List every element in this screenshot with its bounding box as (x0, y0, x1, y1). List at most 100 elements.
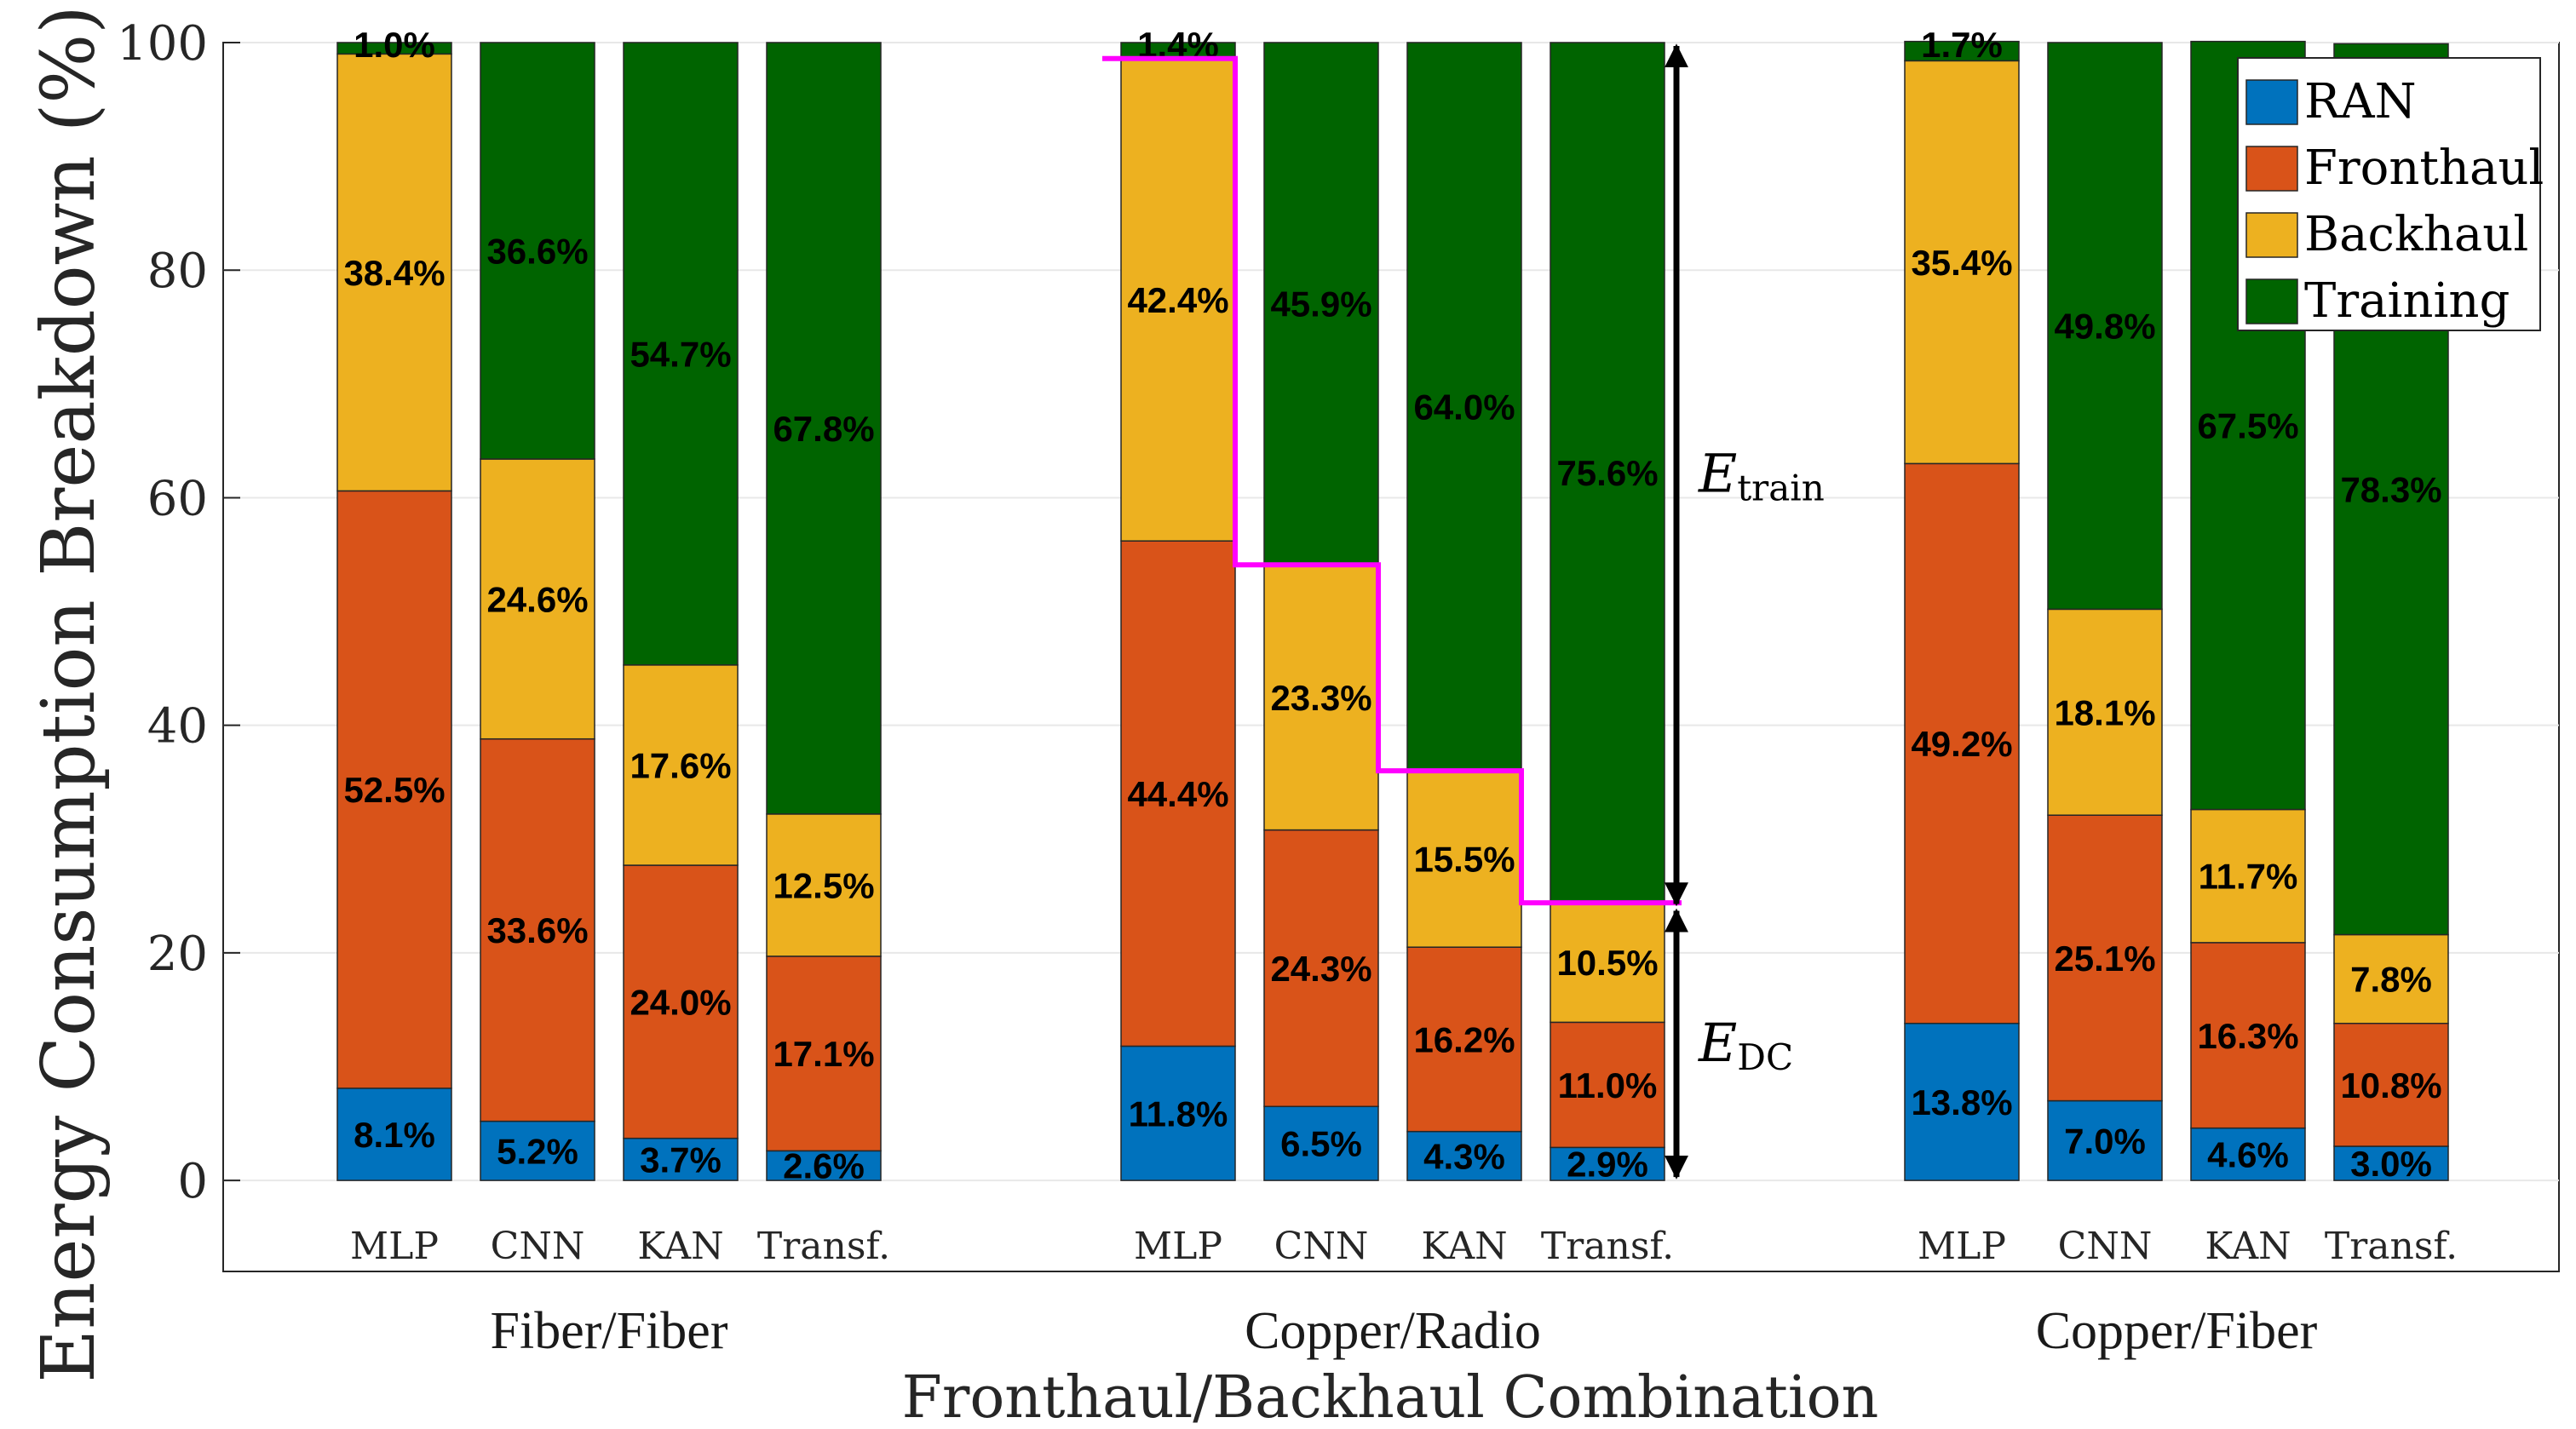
bar-segment-ran (2190, 1127, 2306, 1181)
bar-segment-ran (480, 1120, 595, 1181)
data-label-backhaul: 18.1% (2054, 692, 2155, 732)
bar-segment-backhaul (623, 664, 739, 866)
data-label-backhaul: 7.8% (2350, 960, 2432, 1000)
y-tick-label-60: 60 (147, 471, 208, 526)
bar-segment-fronthaul (480, 737, 595, 1122)
data-label-ran: 2.9% (1567, 1145, 1648, 1185)
y-tick-label-20: 20 (147, 927, 208, 982)
data-label-fronthaul: 33.6% (486, 910, 588, 950)
data-label-ran: 2.6% (783, 1146, 865, 1186)
bar-segment-ran (2047, 1099, 2163, 1181)
legend-swatch-backhaul (2245, 212, 2298, 258)
x-tick-label-model: KAN (2205, 1225, 2291, 1268)
y-tick-label-80: 80 (147, 244, 208, 299)
x-tick-label-model: MLP (1134, 1225, 1222, 1268)
x-tick-label-model: CNN (1274, 1225, 1369, 1268)
data-label-backhaul: 17.6% (630, 745, 731, 785)
bar-segment-ran (1263, 1105, 1379, 1181)
bar-fiber-fiber-mlp: 8.1% 52.5% 38.4% 1.0% (336, 25, 452, 1181)
annotation-label-train: Etrain (1698, 443, 1825, 509)
data-label-ran: 4.3% (1423, 1136, 1505, 1176)
edc-step-line (1102, 55, 1682, 906)
x-tick-label-model: Transf. (2325, 1225, 2458, 1268)
data-label-fronthaul: 24.0% (630, 982, 731, 1022)
y-axis-ticks: 0 20 40 60 80 100 (117, 16, 240, 1209)
y-tick-label-40: 40 (147, 699, 208, 755)
bar-copper-fiber-cnn: 7.0% 25.1% 18.1% 49.8% (2047, 42, 2163, 1181)
bar-segment-backhaul (1120, 57, 1236, 542)
bar-segment-ran (1904, 1022, 2020, 1181)
bar-segment-ran (1550, 1146, 1665, 1181)
annotation-subscript: DC (1737, 1036, 1793, 1078)
y-tick-label-0: 0 (177, 1154, 208, 1209)
data-label-backhaul: 24.6% (486, 579, 588, 619)
data-label-training: 36.6% (486, 232, 588, 272)
legend-swatch-ran (2245, 79, 2298, 125)
bar-segment-training (1406, 42, 1522, 772)
x-group-label: Copper/Radio (1245, 1302, 1541, 1360)
data-label-fronthaul: 49.2% (1911, 724, 2012, 764)
bars: 8.1% 52.5% 38.4% 1.0% 5.2% 33.6% 24.6% 36.6% 3.7… (336, 25, 2449, 1186)
bar-segment-ran (766, 1150, 882, 1181)
data-label-training: 1.7% (1921, 25, 2003, 65)
legend-label-training: Training (2304, 273, 2510, 329)
data-label-ran: 7.0% (2064, 1121, 2146, 1161)
data-label-fronthaul: 10.8% (2340, 1065, 2441, 1105)
annotation-symbol: E (1698, 443, 1737, 505)
bar-fiber-fiber-cnn: 5.2% 33.6% 24.6% 36.6% (480, 42, 595, 1181)
bar-copper-fiber-mlp: 13.8% 49.2% 35.4% 1.7% (1904, 25, 2020, 1181)
data-label-fronthaul: 16.3% (2197, 1016, 2298, 1056)
x-group-label: Copper/Fiber (2036, 1302, 2318, 1360)
data-label-training: 78.3% (2340, 469, 2441, 509)
x-tick-label-model: Transf. (1541, 1225, 1674, 1268)
bar-segment-training (1904, 40, 2020, 62)
bar-segment-fronthaul (766, 956, 882, 1152)
data-label-training: 1.0% (354, 25, 435, 65)
data-label-backhaul: 38.4% (343, 253, 445, 293)
data-label-backhaul: 15.5% (1413, 840, 1515, 880)
data-label-backhaul: 12.5% (773, 865, 874, 905)
data-label-fronthaul: 24.3% (1270, 949, 1371, 989)
bar-copper-radio-kan: 4.3% 16.2% 15.5% 64.0% (1406, 42, 1522, 1181)
bar-segment-backhaul (1406, 770, 1522, 948)
data-label-backhaul: 42.4% (1127, 280, 1228, 320)
bar-copper-radio-transf: 2.9% 11.0% 10.5% 75.6% (1550, 42, 1665, 1185)
x-axis-title: Fronthaul/Backhaul Combination (902, 1364, 1879, 1429)
bar-segment-backhaul (480, 458, 595, 740)
data-label-fronthaul: 52.5% (343, 770, 445, 810)
bar-segment-training (336, 42, 452, 55)
x-tick-label-model: KAN (637, 1225, 723, 1268)
bar-segment-fronthaul (623, 864, 739, 1139)
data-label-ran: 4.6% (2207, 1134, 2289, 1174)
data-label-fronthaul: 16.2% (1413, 1019, 1515, 1059)
grid-lines (223, 42, 2559, 1182)
data-label-backhaul: 11.7% (2199, 857, 2298, 897)
data-label-ran: 6.5% (1280, 1124, 1362, 1164)
bar-segment-fronthaul (1406, 946, 1522, 1133)
x-tick-label-model: CNN (491, 1225, 585, 1268)
x-tick-label-model: MLP (1918, 1225, 2006, 1268)
data-label-backhaul: 10.5% (1556, 943, 1658, 983)
legend-label-ran: RAN (2304, 74, 2417, 129)
data-label-fronthaul: 17.1% (773, 1034, 874, 1074)
bar-segment-training (1550, 42, 1665, 904)
legend-swatch-fronthaul (2245, 146, 2298, 192)
bar-segment-fronthaul (2047, 814, 2163, 1102)
data-label-training: 49.8% (2054, 307, 2155, 347)
data-label-fronthaul: 25.1% (2054, 938, 2155, 978)
bar-segment-ran (623, 1137, 739, 1181)
data-label-ran: 11.8% (1129, 1093, 1228, 1133)
x-tick-label-model: KAN (1421, 1225, 1507, 1268)
data-label-ran: 8.1% (354, 1115, 435, 1155)
bar-segment-fronthaul (1120, 540, 1236, 1047)
legend: RAN Fronthaul Backhaul Training (2237, 57, 2544, 331)
x-tick-label-model: MLP (350, 1225, 439, 1268)
bar-segment-training (2047, 42, 2163, 611)
legend-swatch-training (2245, 278, 2298, 324)
bar-segment-training (623, 42, 739, 666)
bar-segment-training (766, 42, 882, 815)
x-axis-labels: MLP CNN KAN Transf. Fiber/Fiber MLP CNN KAN Tran… (350, 1225, 2458, 1360)
x-tick-label-model: Transf. (757, 1225, 890, 1268)
data-label-fronthaul: 44.4% (1127, 774, 1228, 814)
